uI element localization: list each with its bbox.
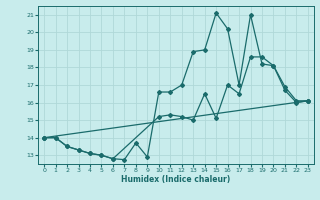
X-axis label: Humidex (Indice chaleur): Humidex (Indice chaleur) xyxy=(121,175,231,184)
